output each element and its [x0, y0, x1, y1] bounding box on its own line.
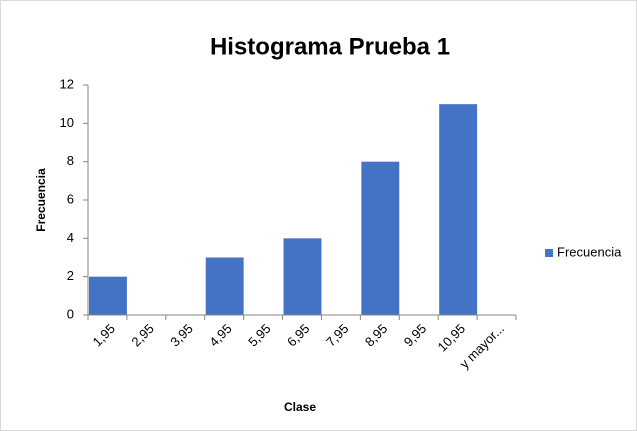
y-tick-label: 2 [67, 268, 74, 283]
bar [439, 104, 478, 316]
y-tick-label: 6 [67, 191, 74, 206]
bar [89, 276, 127, 315]
y-tick-label: 4 [67, 230, 74, 245]
legend-label: Frecuencia [557, 244, 622, 259]
y-axis-label: Frecuencia [34, 168, 48, 232]
bar [205, 257, 244, 315]
y-tick-label: 12 [60, 76, 74, 91]
bar [283, 238, 322, 315]
bar [361, 161, 400, 315]
y-tick-label: 10 [60, 115, 74, 130]
legend-swatch [545, 249, 553, 257]
chart-title: Histograma Prueba 1 [210, 33, 450, 60]
y-tick-label: 0 [67, 306, 74, 321]
x-axis-label: Clase [284, 400, 316, 414]
y-tick-label: 8 [67, 153, 74, 168]
